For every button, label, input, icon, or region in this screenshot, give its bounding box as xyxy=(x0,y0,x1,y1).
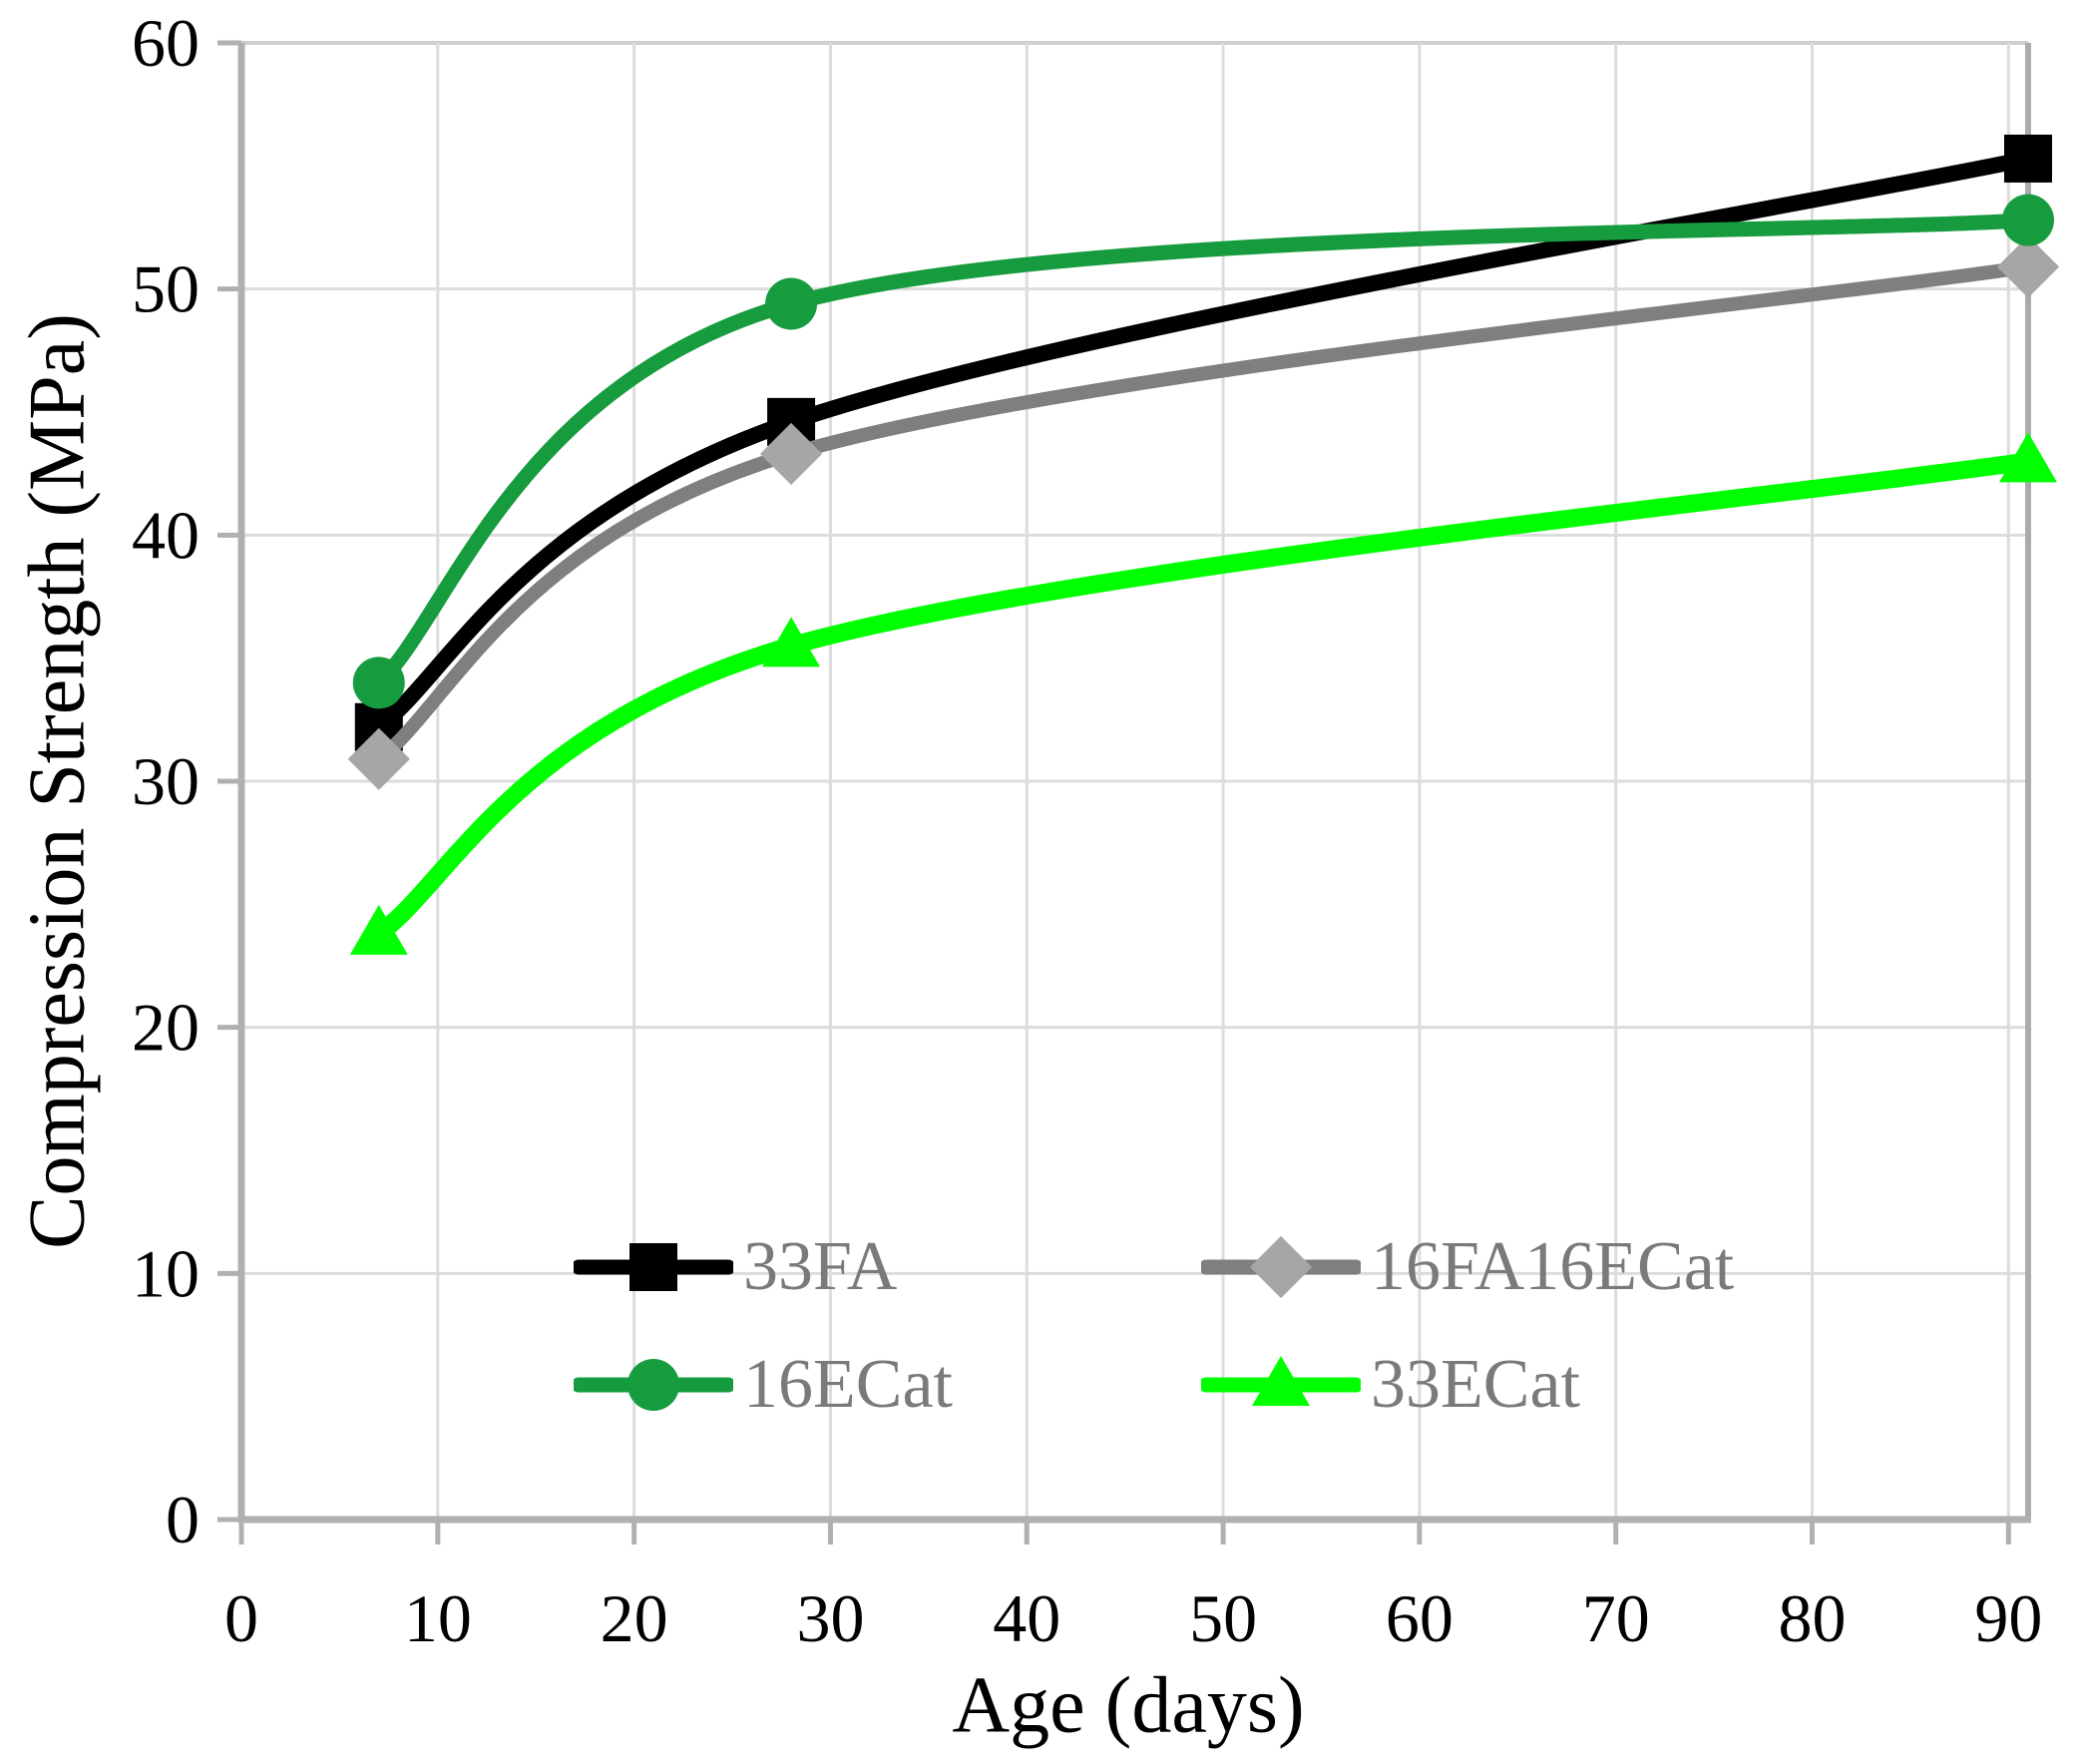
x-tick-label: 30 xyxy=(796,1580,864,1656)
y-tick-label: 50 xyxy=(132,251,200,327)
y-tick-label: 60 xyxy=(132,5,200,81)
series-line-16FA16ECat xyxy=(371,259,2035,766)
x-tick-label: 80 xyxy=(1779,1580,1847,1656)
x-tick-label: 60 xyxy=(1386,1580,1454,1656)
legend-label-16fa16ecat: 16FA16ECat xyxy=(1371,1228,1735,1305)
series-line-16ECat xyxy=(371,213,2036,690)
legend-item-33fa: 33FA xyxy=(574,1208,1201,1326)
legend-item-33ecat: 33ECat xyxy=(1201,1326,1734,1444)
x-tick-label: 20 xyxy=(601,1580,668,1656)
y-tick-label: 10 xyxy=(132,1235,200,1311)
series-line-33FA xyxy=(370,150,2036,735)
diamond-marker xyxy=(347,727,410,790)
triangle-marker xyxy=(349,904,408,955)
legend-label-33fa: 33FA xyxy=(743,1228,898,1305)
square-marker xyxy=(629,1243,677,1291)
y-tick-label: 20 xyxy=(132,990,200,1066)
x-axis-title: Age (days) xyxy=(952,1661,1305,1750)
legend-swatch-triangle-icon xyxy=(1201,1356,1361,1406)
triangle-marker xyxy=(1999,432,2057,483)
legend: 33FA 16FA16ECat 16ECat 33ECat xyxy=(574,1208,1734,1444)
x-tick-label: 50 xyxy=(1189,1580,1257,1656)
circle-marker xyxy=(765,277,818,330)
legend-item-16fa16ecat: 16FA16ECat xyxy=(1201,1208,1734,1326)
circle-marker xyxy=(2002,194,2054,246)
legend-label-33ecat: 33ECat xyxy=(1371,1346,1580,1423)
x-tick-label: 90 xyxy=(1974,1580,2042,1656)
y-tick-label: 30 xyxy=(132,743,200,819)
legend-swatch-square-icon xyxy=(574,1243,733,1291)
square-marker xyxy=(2004,134,2052,183)
x-tick-label: 0 xyxy=(224,1580,258,1656)
y-tick-label: 40 xyxy=(132,497,200,573)
x-tick-label: 40 xyxy=(993,1580,1060,1656)
y-axis-title: Compression Strength (MPa) xyxy=(13,313,102,1249)
series-line-33ECat xyxy=(369,452,2037,943)
y-tick-label: 0 xyxy=(166,1482,200,1557)
x-tick-label: 10 xyxy=(404,1580,472,1656)
circle-marker xyxy=(352,657,405,709)
diamond-marker xyxy=(759,422,823,486)
legend-item-16ecat: 16ECat xyxy=(574,1326,1201,1444)
legend-swatch-circle-icon xyxy=(574,1359,733,1411)
legend-label-16ecat: 16ECat xyxy=(743,1346,953,1423)
triangle-marker xyxy=(762,617,821,667)
x-tick-label: 70 xyxy=(1582,1580,1650,1656)
legend-swatch-diamond-icon xyxy=(1201,1235,1361,1299)
triangle-marker xyxy=(1252,1356,1310,1406)
circle-marker xyxy=(627,1359,679,1411)
diamond-marker xyxy=(1249,1235,1313,1299)
